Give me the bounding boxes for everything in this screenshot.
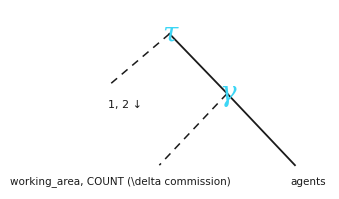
Text: working_area, COUNT (\delta commission): working_area, COUNT (\delta commission) <box>10 176 231 187</box>
Text: agents: agents <box>291 177 326 187</box>
Text: 1, 2 ↓: 1, 2 ↓ <box>108 100 142 110</box>
Text: γ: γ <box>219 80 236 107</box>
Text: τ: τ <box>162 20 177 47</box>
